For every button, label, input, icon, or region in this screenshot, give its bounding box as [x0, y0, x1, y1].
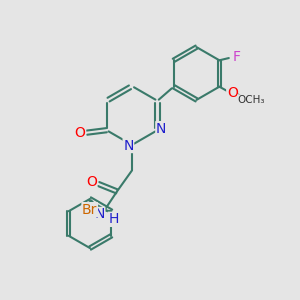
- Text: O: O: [75, 126, 86, 140]
- Text: H: H: [108, 212, 118, 226]
- Text: N: N: [156, 122, 166, 136]
- Text: N: N: [94, 208, 105, 221]
- Text: F: F: [233, 50, 241, 64]
- Text: O: O: [86, 176, 97, 189]
- Text: O: O: [227, 86, 238, 100]
- Text: N: N: [123, 139, 134, 152]
- Text: Br: Br: [82, 203, 98, 217]
- Text: OCH₃: OCH₃: [238, 95, 265, 105]
